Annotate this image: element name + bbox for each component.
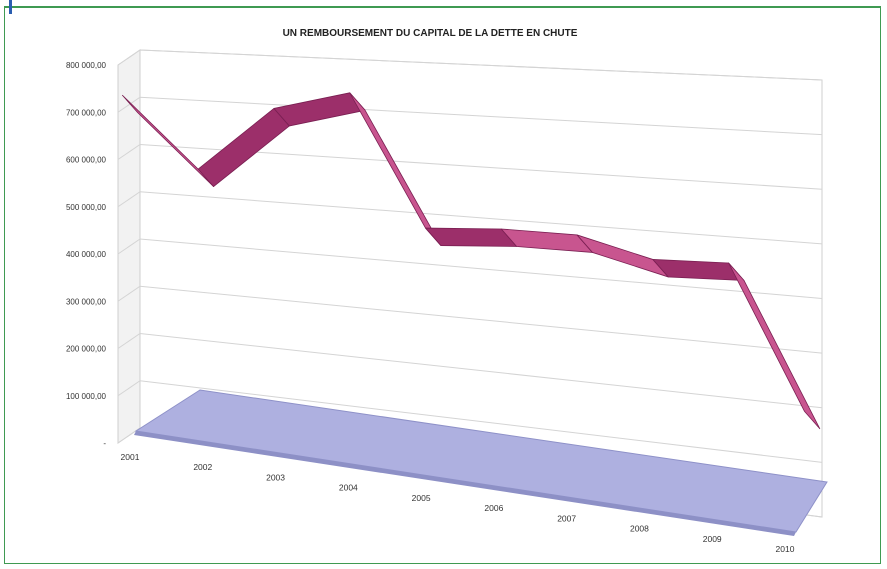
- y-tick-label: -: [103, 439, 106, 448]
- x-tick-label: 2005: [412, 493, 431, 503]
- gridline: [117, 191, 823, 245]
- gridline: [117, 332, 823, 409]
- x-tick-label: 2008: [630, 524, 649, 534]
- y-tick-label: 800 000,00: [66, 61, 107, 70]
- corner-marker: [9, 0, 12, 14]
- gridline: [117, 96, 823, 136]
- y-tick-label: 600 000,00: [66, 156, 107, 165]
- gridline: [117, 380, 823, 463]
- y-axis-ticks: 800 000,00 700 000,00 600 000,00 500 000,00…: [66, 61, 107, 448]
- gridlines: [117, 49, 823, 518]
- gridline: [117, 238, 823, 299]
- x-tick-label: 2006: [484, 503, 503, 513]
- x-tick-label: 2007: [557, 513, 576, 523]
- gridline: [117, 143, 823, 190]
- x-tick-label: 2010: [776, 544, 795, 554]
- data-ribbon: [122, 92, 821, 430]
- floor-edge: [134, 431, 796, 536]
- ribbon-segment: [728, 262, 821, 430]
- x-axis-ticks: 2001 2002 2003 2004 2005 2006 2007 2008 2009 2010: [121, 452, 795, 554]
- y-tick-label: 300 000,00: [66, 297, 107, 306]
- y-tick-label: 700 000,00: [66, 108, 107, 117]
- y-tick-label: 100 000,00: [66, 392, 107, 401]
- x-tick-label: 2003: [266, 472, 285, 482]
- y-tick-label: 500 000,00: [66, 203, 107, 212]
- chart-title: UN REMBOURSEMENT DU CAPITAL DE LA DETTE …: [283, 28, 578, 39]
- gridline: [117, 49, 823, 81]
- x-tick-label: 2009: [703, 534, 722, 544]
- gridline: [117, 285, 823, 354]
- x-tick-label: 2004: [339, 483, 358, 493]
- y-tick-label: 400 000,00: [66, 250, 107, 259]
- chart-floor: [134, 389, 828, 536]
- x-tick-label: 2002: [193, 462, 212, 472]
- x-tick-label: 2001: [121, 452, 140, 462]
- y-tick-label: 200 000,00: [66, 345, 107, 354]
